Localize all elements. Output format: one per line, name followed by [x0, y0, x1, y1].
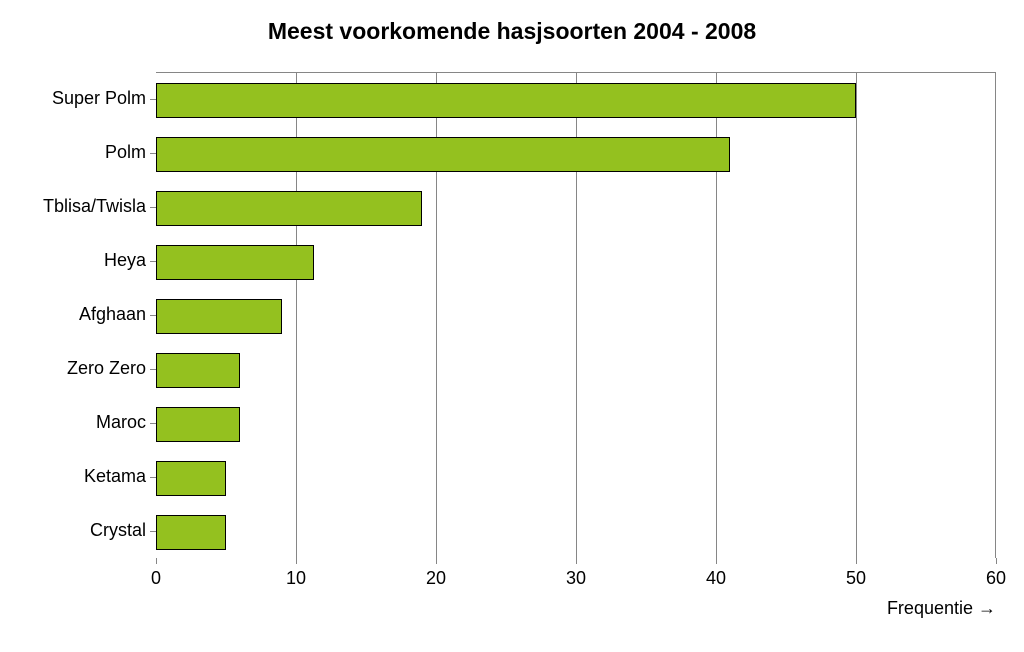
y-tick-mark — [150, 261, 156, 262]
bar — [156, 137, 730, 172]
x-tick-mark — [996, 558, 997, 564]
y-tick-label: Polm — [105, 142, 146, 163]
y-tick-label: Afghaan — [79, 304, 146, 325]
bar — [156, 407, 240, 442]
x-tick-mark — [716, 558, 717, 564]
x-tick-label: 30 — [566, 568, 586, 589]
y-tick-mark — [150, 423, 156, 424]
x-tick-mark — [436, 558, 437, 564]
x-tick-label: 50 — [846, 568, 866, 589]
bar — [156, 353, 240, 388]
bar — [156, 461, 226, 496]
y-tick-mark — [150, 369, 156, 370]
plot-area — [156, 72, 996, 558]
x-tick-label: 40 — [706, 568, 726, 589]
y-tick-mark — [150, 153, 156, 154]
chart-title: Meest voorkomende hasjsoorten 2004 - 200… — [0, 18, 1024, 45]
bar — [156, 515, 226, 550]
x-tick-mark — [856, 558, 857, 564]
bar — [156, 299, 282, 334]
bar — [156, 83, 856, 118]
x-tick-label: 20 — [426, 568, 446, 589]
y-tick-label: Tblisa/Twisla — [43, 196, 146, 217]
y-tick-mark — [150, 207, 156, 208]
y-tick-mark — [150, 99, 156, 100]
x-axis-title: Frequentie → — [887, 598, 996, 619]
x-tick-mark — [576, 558, 577, 564]
bar — [156, 191, 422, 226]
y-tick-label: Maroc — [96, 412, 146, 433]
y-tick-label: Ketama — [84, 466, 146, 487]
x-tick-label: 10 — [286, 568, 306, 589]
y-tick-label: Heya — [104, 250, 146, 271]
x-tick-label: 60 — [986, 568, 1006, 589]
chart-container: Meest voorkomende hasjsoorten 2004 - 200… — [0, 0, 1024, 652]
gridline — [856, 73, 857, 558]
x-tick-mark — [156, 558, 157, 564]
y-tick-label: Zero Zero — [67, 358, 146, 379]
y-tick-label: Super Polm — [52, 88, 146, 109]
y-tick-label: Crystal — [90, 520, 146, 541]
x-tick-label: 0 — [151, 568, 161, 589]
y-tick-mark — [150, 531, 156, 532]
y-tick-mark — [150, 477, 156, 478]
y-tick-mark — [150, 315, 156, 316]
x-tick-mark — [296, 558, 297, 564]
bar — [156, 245, 314, 280]
